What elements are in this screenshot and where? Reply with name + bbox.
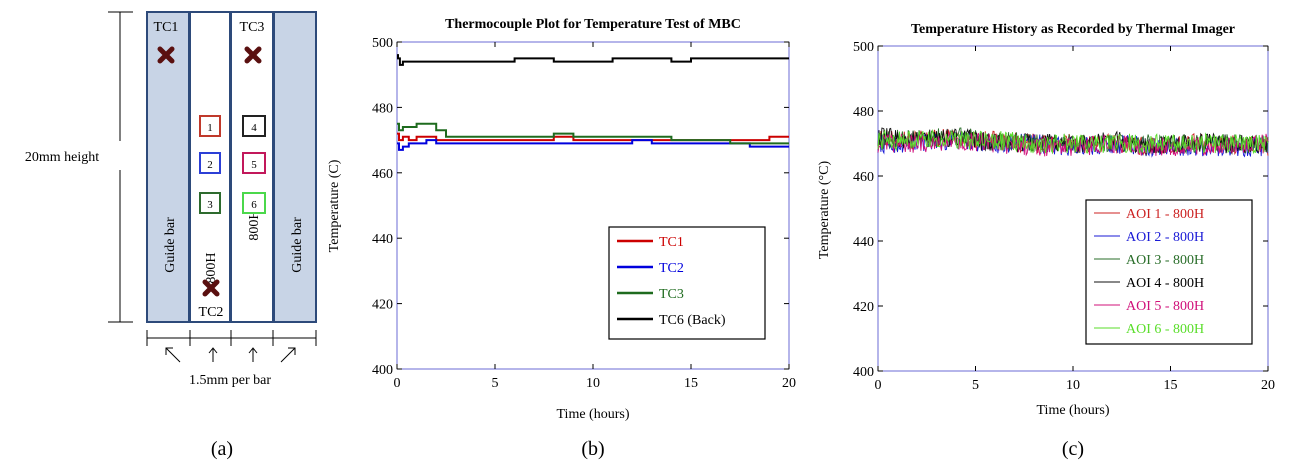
- chart-b-ytick-label: 440: [372, 232, 393, 247]
- chart-b-xtick-label: 5: [492, 376, 499, 391]
- tc2-marker-icon: [202, 279, 220, 297]
- aoi-box-1-label: 1: [207, 122, 213, 134]
- chart-c-xtick-label: 20: [1261, 378, 1275, 393]
- chart-b-ytick-label: 500: [372, 36, 393, 51]
- tc2-label: TC2: [199, 305, 224, 320]
- chart-b-xlabel: Time (hours): [557, 407, 630, 422]
- chart-c-legend-label: AOI 5 - 800H: [1126, 299, 1204, 314]
- aoi-box-6-label: 6: [251, 199, 257, 211]
- aoi-box-3: [199, 192, 221, 214]
- chart-b-legend-box: [608, 226, 766, 340]
- chart-b-legend-label: TC6 (Back): [659, 313, 726, 328]
- aoi-box-1: [199, 115, 221, 137]
- specimen-left-label: 800H: [204, 252, 219, 283]
- chart-c-ytick-label: 480: [853, 105, 874, 120]
- chart-c-xtick-label: 10: [1066, 378, 1080, 393]
- chart-c-legend-label: AOI 4 - 800H: [1126, 276, 1204, 291]
- tc3-marker-icon: [244, 46, 262, 64]
- chart-c-ytick-label: 460: [853, 170, 874, 185]
- chart-c-legend-label: AOI 2 - 800H: [1126, 230, 1204, 245]
- chart-c-xlabel: Time (hours): [1037, 403, 1110, 418]
- chart-c-xtick-label: 5: [972, 378, 979, 393]
- aoi-box-4-label: 4: [251, 122, 257, 134]
- chart-b-ytick-label: 400: [372, 363, 393, 378]
- chart-c-ytick-label: 420: [853, 300, 874, 315]
- chart-c-legend-label: AOI 1 - 800H: [1126, 207, 1204, 222]
- aoi-box-4: [242, 115, 266, 137]
- tc1-label: TC1: [154, 20, 179, 35]
- thermocouple-chart: Thermocouple Plot for Temperature Test o…: [327, 17, 796, 422]
- chart-c-title: Temperature History as Recorded by Therm…: [911, 22, 1235, 37]
- height-label: 20mm height: [25, 150, 99, 165]
- width-label: 1.5mm per bar: [189, 373, 271, 388]
- chart-c-ytick-label: 400: [853, 365, 874, 380]
- chart-b-xtick-label: 0: [394, 376, 401, 391]
- guide-bar-right: [273, 11, 317, 323]
- guide-bar-right-label: Guide bar: [290, 217, 305, 273]
- chart-b-ytick-label: 460: [372, 167, 393, 182]
- chart-c-legend-label: AOI 3 - 800H: [1126, 253, 1204, 268]
- schematic-panel: 20mm height Guide bar Guide bar 800H 800…: [25, 11, 317, 388]
- chart-c-xtick-label: 0: [875, 378, 882, 393]
- chart-b-ytick-label: 420: [372, 298, 393, 313]
- chart-c-xtick-label: 15: [1164, 378, 1178, 393]
- chart-b-ytick-label: 480: [372, 101, 393, 116]
- chart-b-xtick-label: 15: [684, 376, 698, 391]
- tc3-label: TC3: [240, 20, 265, 35]
- chart-c-ytick-label: 440: [853, 235, 874, 250]
- chart-b-series-line-2: [397, 139, 789, 151]
- aoi-box-3-label: 3: [207, 199, 213, 211]
- chart-c-ylabel: Temperature (°C): [817, 161, 832, 260]
- aoi-box-2: [199, 152, 221, 174]
- chart-c-series-line-6: [877, 128, 1269, 155]
- aoi-box-5: [242, 152, 266, 174]
- specimen-right-label: 800H: [247, 209, 262, 240]
- chart-b-legend-label: TC1: [659, 235, 684, 250]
- panel-a-label: (a): [211, 438, 233, 460]
- aoi-box-6: [242, 192, 266, 214]
- guide-bar-left: [146, 11, 190, 323]
- chart-c-legend-label: AOI 6 - 800H: [1126, 322, 1204, 337]
- aoi-box-2-label: 2: [207, 159, 213, 171]
- width-arrows-icon: [165, 347, 296, 363]
- tc1-marker-icon: [157, 46, 175, 64]
- thermal-imager-chart: Temperature History as Recorded by Therm…: [817, 22, 1275, 418]
- chart-b-xtick-label: 10: [586, 376, 600, 391]
- chart-b-ylabel: Temperature (C): [327, 159, 342, 252]
- panel-c-label: (c): [1062, 438, 1084, 460]
- chart-b-title: Thermocouple Plot for Temperature Test o…: [445, 17, 741, 32]
- chart-b-legend-label: TC2: [659, 261, 684, 276]
- aoi-box-5-label: 5: [251, 159, 257, 171]
- chart-c-legend-box: [1085, 199, 1253, 345]
- chart-b-xtick-label: 20: [782, 376, 796, 391]
- chart-c-ytick-label: 500: [853, 40, 874, 55]
- panel-b-label: (b): [581, 438, 604, 460]
- chart-b-series-line-3: [397, 122, 789, 145]
- chart-b-legend-label: TC3: [659, 287, 684, 302]
- chart-b-series-line-4: [397, 54, 789, 66]
- guide-bar-left-label: Guide bar: [163, 217, 178, 273]
